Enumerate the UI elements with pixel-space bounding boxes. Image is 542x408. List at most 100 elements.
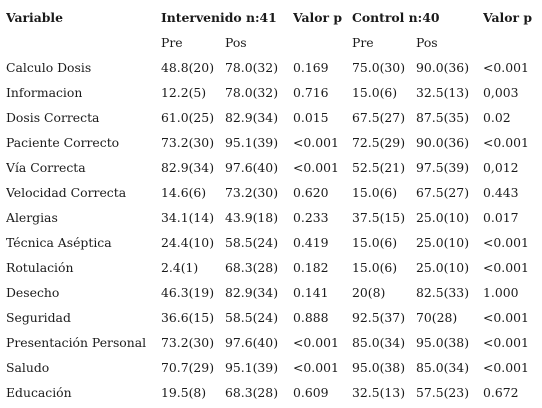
cell-intervenido-valor-p: 0.888 (293, 310, 329, 325)
cell-control-pos: 25.0(10) (416, 235, 470, 250)
table-row: Vía Correcta 82.9(34) 97.6(40) <0.001 52.5(2… (6, 155, 541, 180)
header-control: Control n:40 (352, 10, 440, 25)
cell-intervenido-pos: 73.2(30) (225, 185, 279, 200)
cell-variable: Saludo (6, 360, 50, 375)
cell-variable: Presentación Personal (6, 335, 147, 350)
cell-control-pre: 67.5(27) (352, 110, 406, 125)
cell-control-pos: 25.0(10) (416, 260, 470, 275)
cell-control-valor-p: <0.001 (483, 310, 529, 325)
table-row: Alergias 34.1(14) 43.9(18) 0.233 37.5(15) 25.… (6, 205, 541, 230)
table-row: Paciente Correcto 73.2(30) 95.1(39) <0.001 7… (6, 130, 541, 155)
cell-control-valor-p: 1.000 (483, 285, 519, 300)
cell-control-pos: 90.0(36) (416, 135, 470, 150)
cell-intervenido-pre: 73.2(30) (161, 135, 215, 150)
cell-control-pre: 95.0(38) (352, 360, 406, 375)
header-row: Variable Intervenido n:41 Valor p Contro… (6, 5, 541, 30)
cell-intervenido-pre: 46.3(19) (161, 285, 215, 300)
cell-intervenido-pre: 36.6(15) (161, 310, 215, 325)
header-valor-p-control: Valor p (483, 10, 532, 25)
cell-intervenido-pre: 70.7(29) (161, 360, 215, 375)
cell-intervenido-pos: 78.0(32) (225, 85, 279, 100)
cell-variable: Seguridad (6, 310, 71, 325)
cell-intervenido-valor-p: <0.001 (293, 335, 339, 350)
cell-intervenido-pre: 14.6(6) (161, 185, 207, 200)
cell-control-pos: 32.5(13) (416, 85, 470, 100)
header-valor-p-intervenido: Valor p (293, 10, 342, 25)
cell-intervenido-valor-p: 0.169 (293, 60, 329, 75)
cell-control-pre: 85.0(34) (352, 335, 406, 350)
cell-intervenido-pos: 58.5(24) (225, 310, 279, 325)
cell-control-pre: 37.5(15) (352, 210, 406, 225)
cell-control-valor-p: <0.001 (483, 235, 529, 250)
cell-variable: Velocidad Correcta (6, 185, 127, 200)
cell-intervenido-valor-p: 0.233 (293, 210, 329, 225)
cell-intervenido-valor-p: <0.001 (293, 160, 339, 175)
cell-control-valor-p: 0.017 (483, 210, 519, 225)
cell-intervenido-pos: 97.6(40) (225, 160, 279, 175)
table-row: Presentación Personal 73.2(30) 97.6(40) <0.… (6, 330, 541, 355)
cell-variable: Rotulación (6, 260, 74, 275)
cell-intervenido-valor-p: 0.015 (293, 110, 329, 125)
table-body: Calculo Dosis 48.8(20) 78.0(32) 0.169 75.0(3… (6, 55, 541, 405)
subheader-row: Pre Pos Pre Pos (6, 30, 541, 55)
table-row: Dosis Correcta 61.0(25) 82.9(34) 0.015 67.5(… (6, 105, 541, 130)
cell-variable: Calculo Dosis (6, 60, 92, 75)
subheader-pos-control: Pos (416, 35, 438, 50)
cell-control-pos: 87.5(35) (416, 110, 470, 125)
header-variable: Variable (6, 10, 64, 25)
cell-control-valor-p: <0.001 (483, 135, 529, 150)
cell-control-valor-p: <0.001 (483, 335, 529, 350)
cell-control-pre: 52.5(21) (352, 160, 406, 175)
cell-intervenido-pre: 82.9(34) (161, 160, 215, 175)
cell-control-pos: 97.5(39) (416, 160, 470, 175)
table-row: Rotulación 2.4(1) 68.3(28) 0.182 15.0(6) 25.0… (6, 255, 541, 280)
subheader-empty (483, 30, 541, 55)
cell-control-valor-p: 0,012 (483, 160, 519, 175)
subheader-pre-intervenido: Pre (161, 35, 183, 50)
cell-variable: Dosis Correcta (6, 110, 100, 125)
cell-control-valor-p: 0.672 (483, 385, 519, 400)
cell-intervenido-pos: 97.6(40) (225, 335, 279, 350)
cell-intervenido-pre: 61.0(25) (161, 110, 215, 125)
cell-intervenido-pre: 2.4(1) (161, 260, 199, 275)
subheader-empty (293, 30, 352, 55)
subheader-pre-control: Pre (352, 35, 374, 50)
cell-control-pre: 72.5(29) (352, 135, 406, 150)
cell-control-valor-p: 0.02 (483, 110, 511, 125)
table-row: Técnica Aséptica 24.4(10) 58.5(24) 0.419 15.… (6, 230, 541, 255)
subheader-pos-intervenido: Pos (225, 35, 247, 50)
cell-control-valor-p: 0,003 (483, 85, 519, 100)
cell-control-pos: 82.5(33) (416, 285, 470, 300)
cell-variable: Vía Correcta (6, 160, 86, 175)
cell-variable: Alergias (6, 210, 58, 225)
cell-control-pos: 95.0(38) (416, 335, 470, 350)
cell-intervenido-pos: 78.0(32) (225, 60, 279, 75)
cell-control-pos: 57.5(23) (416, 385, 470, 400)
cell-intervenido-pre: 12.2(5) (161, 85, 207, 100)
cell-intervenido-valor-p: 0.620 (293, 185, 329, 200)
table-row: Desecho 46.3(19) 82.9(34) 0.141 20(8) 82.5(33… (6, 280, 541, 305)
cell-intervenido-valor-p: 0.182 (293, 260, 329, 275)
cell-control-pre: 75.0(30) (352, 60, 406, 75)
cell-intervenido-pos: 43.9(18) (225, 210, 279, 225)
cell-variable: Técnica Aséptica (6, 235, 112, 250)
cell-control-valor-p: <0.001 (483, 60, 529, 75)
cell-control-valor-p: <0.001 (483, 360, 529, 375)
cell-variable: Educación (6, 385, 72, 400)
cell-intervenido-valor-p: 0.716 (293, 85, 329, 100)
cell-intervenido-pos: 68.3(28) (225, 260, 279, 275)
table-row: Calculo Dosis 48.8(20) 78.0(32) 0.169 75.0(3… (6, 55, 541, 80)
cell-intervenido-pos: 68.3(28) (225, 385, 279, 400)
header-intervenido: Intervenido n:41 (161, 10, 277, 25)
cell-intervenido-pre: 24.4(10) (161, 235, 215, 250)
cell-intervenido-pre: 34.1(14) (161, 210, 215, 225)
cell-variable: Informacion (6, 85, 83, 100)
cell-control-pre: 15.0(6) (352, 85, 398, 100)
cell-control-pos: 85.0(34) (416, 360, 470, 375)
cell-control-valor-p: 0.443 (483, 185, 519, 200)
cell-intervenido-valor-p: 0.609 (293, 385, 329, 400)
cell-control-pos: 25.0(10) (416, 210, 470, 225)
cell-control-pre: 32.5(13) (352, 385, 406, 400)
cell-control-pre: 92.5(37) (352, 310, 406, 325)
